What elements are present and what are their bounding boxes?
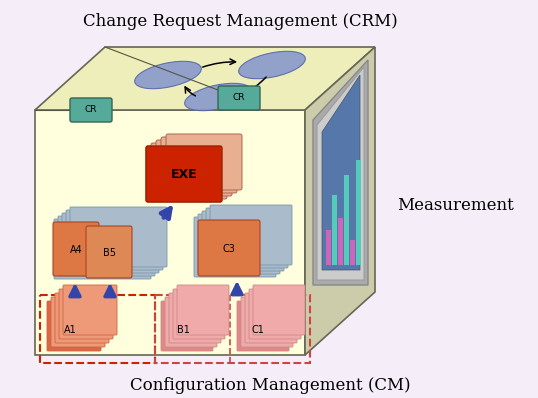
FancyBboxPatch shape — [245, 293, 297, 343]
FancyBboxPatch shape — [47, 301, 101, 351]
Bar — [332, 195, 337, 265]
FancyBboxPatch shape — [241, 297, 293, 347]
FancyBboxPatch shape — [66, 210, 163, 270]
FancyBboxPatch shape — [70, 207, 167, 267]
FancyBboxPatch shape — [161, 301, 213, 351]
FancyBboxPatch shape — [53, 222, 99, 276]
FancyBboxPatch shape — [151, 143, 227, 199]
FancyBboxPatch shape — [156, 140, 232, 196]
Bar — [350, 240, 355, 265]
Bar — [338, 218, 343, 265]
FancyBboxPatch shape — [161, 137, 237, 193]
Polygon shape — [322, 75, 360, 270]
Polygon shape — [35, 47, 375, 110]
Ellipse shape — [239, 51, 306, 79]
FancyBboxPatch shape — [146, 146, 222, 202]
FancyBboxPatch shape — [253, 285, 305, 335]
FancyBboxPatch shape — [194, 217, 276, 277]
FancyBboxPatch shape — [63, 285, 117, 335]
FancyBboxPatch shape — [165, 297, 217, 347]
FancyBboxPatch shape — [202, 211, 284, 271]
FancyBboxPatch shape — [237, 301, 289, 351]
Polygon shape — [313, 60, 368, 285]
FancyBboxPatch shape — [206, 208, 288, 268]
Text: CR: CR — [233, 94, 245, 103]
FancyBboxPatch shape — [86, 226, 132, 278]
FancyBboxPatch shape — [54, 219, 151, 279]
Text: B5: B5 — [103, 248, 116, 258]
FancyBboxPatch shape — [177, 285, 229, 335]
Text: EXE: EXE — [171, 168, 197, 181]
Text: CR: CR — [85, 105, 97, 115]
Text: Configuration Management (CM): Configuration Management (CM) — [130, 377, 410, 394]
Ellipse shape — [185, 83, 251, 111]
Text: Change Request Management (CRM): Change Request Management (CRM) — [83, 14, 398, 31]
Polygon shape — [317, 67, 364, 280]
FancyBboxPatch shape — [146, 146, 222, 202]
Text: A1: A1 — [63, 325, 76, 335]
FancyBboxPatch shape — [218, 86, 260, 110]
Bar — [344, 175, 349, 265]
Ellipse shape — [134, 61, 201, 89]
FancyBboxPatch shape — [169, 293, 221, 343]
FancyBboxPatch shape — [62, 213, 159, 273]
FancyBboxPatch shape — [249, 289, 301, 339]
FancyBboxPatch shape — [59, 289, 113, 339]
Bar — [326, 230, 331, 265]
Text: C1: C1 — [252, 325, 265, 335]
FancyBboxPatch shape — [51, 297, 105, 347]
FancyBboxPatch shape — [210, 205, 292, 265]
FancyBboxPatch shape — [198, 220, 260, 276]
Polygon shape — [35, 110, 305, 355]
FancyBboxPatch shape — [198, 214, 280, 274]
FancyBboxPatch shape — [166, 134, 242, 190]
FancyBboxPatch shape — [58, 216, 155, 276]
FancyBboxPatch shape — [173, 289, 225, 339]
FancyBboxPatch shape — [70, 98, 112, 122]
Bar — [356, 160, 361, 265]
FancyBboxPatch shape — [55, 293, 109, 343]
Text: C3: C3 — [223, 244, 236, 254]
Polygon shape — [305, 47, 375, 355]
Text: A4: A4 — [69, 245, 82, 255]
Text: B1: B1 — [176, 325, 189, 335]
Text: Measurement: Measurement — [397, 197, 513, 213]
